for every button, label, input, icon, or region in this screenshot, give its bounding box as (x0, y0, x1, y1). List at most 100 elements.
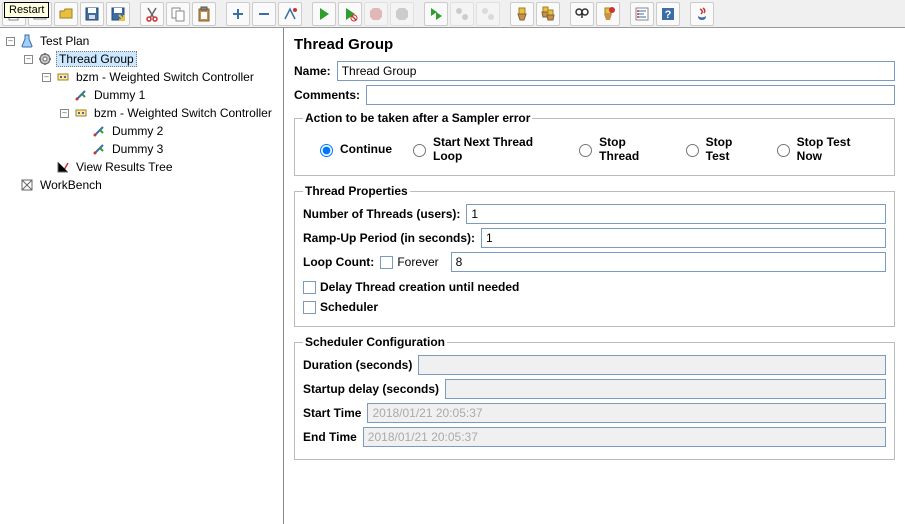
tree-spacer (60, 91, 69, 100)
expand-button[interactable] (226, 2, 250, 26)
tree-node-workbench[interactable]: WorkBench (2, 176, 281, 194)
tree-node-dummy3[interactable]: Dummy 3 (2, 140, 281, 158)
tree-spacer (42, 163, 51, 172)
search-button[interactable] (570, 2, 594, 26)
tree-toggle-icon[interactable]: – (60, 109, 69, 118)
startup-label: Startup delay (seconds) (303, 382, 439, 396)
start-time-input (367, 403, 886, 423)
save-button[interactable] (80, 2, 104, 26)
tree-node-controller1[interactable]: – bzm - Weighted Switch Controller (2, 68, 281, 86)
delay-label: Delay Thread creation until needed (320, 280, 519, 294)
forever-label: Forever (397, 255, 438, 269)
clear-button[interactable] (510, 2, 534, 26)
save-as-button[interactable] (106, 2, 130, 26)
help-button[interactable]: ? (656, 2, 680, 26)
tree-label: Dummy 1 (92, 88, 147, 102)
tree-spacer (78, 127, 87, 136)
startup-input (445, 379, 886, 399)
results-icon (55, 159, 71, 175)
shutdown-button[interactable] (390, 2, 414, 26)
remote-shutdown-button[interactable] (476, 2, 500, 26)
beaker-icon (19, 33, 35, 49)
name-label: Name: (294, 64, 331, 78)
ramp-input[interactable] (481, 228, 886, 248)
reset-search-button[interactable] (596, 2, 620, 26)
workbench-icon (19, 177, 35, 193)
remote-stop-button[interactable] (450, 2, 474, 26)
tree-label: WorkBench (38, 178, 104, 192)
tree-toggle-icon[interactable]: – (6, 37, 15, 46)
comments-input[interactable] (366, 85, 895, 105)
copy-button[interactable] (166, 2, 190, 26)
tree-label: Dummy 2 (110, 124, 165, 138)
paste-button[interactable] (192, 2, 216, 26)
tree-node-results[interactable]: View Results Tree (2, 158, 281, 176)
start-button[interactable] (312, 2, 336, 26)
toolbar: ? (0, 0, 905, 28)
tree-node-dummy2[interactable]: Dummy 2 (2, 122, 281, 140)
remote-start-button[interactable] (424, 2, 448, 26)
controller-icon (73, 105, 89, 121)
tree-panel: – Test Plan – Thread Group – bzm - Weigh… (0, 28, 284, 524)
java-icon[interactable] (690, 2, 714, 26)
open-button[interactable] (54, 2, 78, 26)
sampler-icon (73, 87, 89, 103)
tooltip-restart: Restart (4, 2, 49, 18)
controller-icon (55, 69, 71, 85)
loop-input[interactable] (451, 252, 886, 272)
sampler-icon (91, 141, 107, 157)
stop-button[interactable] (364, 2, 388, 26)
comments-label: Comments: (294, 88, 360, 102)
name-input[interactable] (337, 61, 895, 81)
config-panel: Thread Group Name: Comments: Action to b… (284, 28, 905, 524)
ramp-label: Ramp-Up Period (in seconds): (303, 231, 475, 245)
tree-node-threadgroup[interactable]: – Thread Group (2, 50, 281, 68)
thread-props-fieldset: Thread Properties Number of Threads (use… (294, 184, 895, 327)
num-threads-input[interactable] (466, 204, 886, 224)
collapse-button[interactable] (252, 2, 276, 26)
tree-spacer (6, 181, 15, 190)
end-time-label: End Time (303, 430, 357, 444)
scheduler-checkbox[interactable] (303, 301, 316, 314)
num-threads-label: Number of Threads (users): (303, 207, 460, 221)
tree-spacer (78, 145, 87, 154)
cut-button[interactable] (140, 2, 164, 26)
radio-start-next[interactable]: Start Next Thread Loop (408, 135, 558, 163)
radio-stop-test[interactable]: Stop Test (681, 135, 756, 163)
start-time-label: Start Time (303, 406, 361, 420)
delay-checkbox[interactable] (303, 281, 316, 294)
svg-text:?: ? (665, 9, 672, 21)
clear-all-button[interactable] (536, 2, 560, 26)
panel-title: Thread Group (294, 36, 895, 53)
tree-node-testplan[interactable]: – Test Plan (2, 32, 281, 50)
tree-label: bzm - Weighted Switch Controller (74, 70, 256, 84)
sampler-icon (91, 123, 107, 139)
radio-stop-thread[interactable]: Stop Thread (574, 135, 664, 163)
tree-label: Dummy 3 (110, 142, 165, 156)
tree-toggle-icon[interactable]: – (24, 55, 33, 64)
duration-input (418, 355, 886, 375)
sched-conf-fieldset: Scheduler Configuration Duration (second… (294, 335, 895, 460)
error-action-fieldset: Action to be taken after a Sampler error… (294, 111, 895, 176)
sched-conf-legend: Scheduler Configuration (303, 335, 447, 349)
thread-props-legend: Thread Properties (303, 184, 410, 198)
tree-label: View Results Tree (74, 160, 175, 174)
end-time-input (363, 427, 886, 447)
radio-stop-now[interactable]: Stop Test Now (772, 135, 874, 163)
scheduler-label: Scheduler (320, 300, 378, 314)
function-helper-button[interactable] (630, 2, 654, 26)
gear-icon (37, 51, 53, 67)
tree-label: Thread Group (56, 51, 137, 67)
tree-label: Test Plan (38, 34, 91, 48)
tree-node-dummy1[interactable]: Dummy 1 (2, 86, 281, 104)
tree-node-controller2[interactable]: – bzm - Weighted Switch Controller (2, 104, 281, 122)
tree-label: bzm - Weighted Switch Controller (92, 106, 274, 120)
toggle-button[interactable] (278, 2, 302, 26)
tree-toggle-icon[interactable]: – (42, 73, 51, 82)
duration-label: Duration (seconds) (303, 358, 412, 372)
error-action-legend: Action to be taken after a Sampler error (303, 111, 532, 125)
start-no-timers-button[interactable] (338, 2, 362, 26)
radio-continue[interactable]: Continue (315, 141, 392, 157)
forever-checkbox[interactable] (380, 256, 393, 269)
loop-label: Loop Count: (303, 255, 374, 269)
